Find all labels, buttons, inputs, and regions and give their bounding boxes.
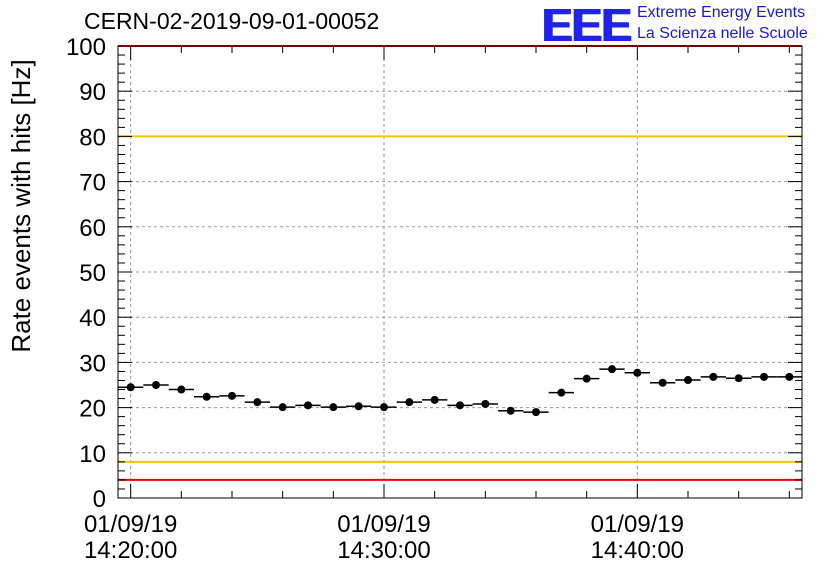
reference-lines	[118, 45, 802, 481]
y-tick-label: 100	[66, 34, 106, 61]
marker	[177, 385, 186, 394]
data-point	[143, 381, 169, 389]
y-tick-label: 30	[79, 350, 106, 377]
data-point	[700, 372, 726, 381]
marker	[354, 402, 363, 411]
marker	[658, 378, 667, 387]
marker	[684, 376, 692, 385]
data-point	[396, 398, 422, 407]
marker	[405, 398, 414, 407]
y-tick-label: 40	[79, 305, 106, 332]
x-tick-label-time: 14:20:00	[84, 537, 177, 564]
y-tick-label: 80	[79, 124, 106, 151]
marker	[785, 372, 794, 381]
marker	[202, 392, 211, 401]
data-point	[472, 399, 498, 408]
marker	[532, 408, 540, 417]
data-point	[371, 403, 397, 412]
marker	[506, 406, 515, 415]
x-tick-label-time: 14:30:00	[337, 537, 430, 564]
x-tick-label-date: 01/09/19	[337, 511, 430, 538]
marker	[152, 381, 160, 389]
data-point	[346, 402, 372, 411]
marker	[278, 403, 287, 412]
data-point	[118, 383, 144, 392]
logo-mark: EEE	[541, 0, 631, 51]
data-point	[776, 372, 802, 381]
data-point	[244, 398, 270, 407]
data-point	[168, 385, 194, 394]
data-point	[574, 374, 600, 383]
marker	[126, 383, 135, 392]
x-tick-label-date: 01/09/19	[591, 511, 684, 538]
y-tick-label: 60	[79, 215, 106, 242]
data-point	[675, 376, 701, 385]
data-point	[624, 368, 650, 377]
y-tick-label: 20	[79, 396, 106, 423]
data-point	[650, 378, 676, 387]
x-axis: 01/09/1914:20:0001/09/1914:30:0001/09/19…	[84, 46, 790, 564]
data-point	[751, 372, 777, 381]
y-tick-label: 0	[93, 486, 106, 513]
marker	[760, 372, 768, 381]
y-tick-label: 10	[79, 441, 106, 468]
y-tick-label: 70	[79, 170, 106, 197]
y-axis-label: Rate events with hits [Hz]	[6, 59, 36, 352]
marker	[709, 372, 718, 381]
data-point	[726, 374, 752, 383]
data-point	[194, 392, 220, 401]
data-point	[219, 391, 245, 400]
marker	[456, 401, 464, 410]
logo-line-2: La Scienza nelle Scuole	[637, 25, 808, 42]
data-series	[118, 365, 802, 417]
data-point	[270, 403, 296, 412]
chart-title: CERN-02-2019-09-01-00052	[84, 8, 380, 34]
data-point	[422, 395, 448, 404]
data-point	[498, 406, 524, 415]
y-tick-label: 90	[79, 79, 106, 106]
x-tick-label-date: 01/09/19	[84, 511, 177, 538]
marker	[430, 395, 439, 404]
marker	[304, 401, 312, 410]
logo-line-1: Extreme Energy Events	[637, 4, 806, 21]
data-point	[320, 403, 346, 412]
marker	[253, 398, 262, 407]
y-tick-label: 50	[79, 260, 106, 287]
marker	[734, 374, 743, 383]
data-point	[447, 401, 473, 410]
eee-logo: EEE Extreme Energy Events La Scienza nel…	[541, 0, 831, 51]
y-axis: 0 10 20 30 40 50 60 70 80 90 100	[66, 34, 802, 513]
data-point	[599, 365, 625, 374]
data-point	[548, 388, 574, 397]
marker	[380, 403, 388, 412]
data-point	[295, 401, 321, 410]
marker	[329, 403, 338, 412]
marker	[582, 374, 591, 383]
marker	[608, 365, 616, 374]
marker	[557, 388, 566, 397]
data-point	[523, 408, 549, 417]
x-tick-label-time: 14:40:00	[591, 537, 684, 564]
marker	[228, 391, 236, 400]
marker	[633, 368, 642, 377]
marker	[481, 399, 490, 408]
grid-lines	[118, 46, 802, 498]
